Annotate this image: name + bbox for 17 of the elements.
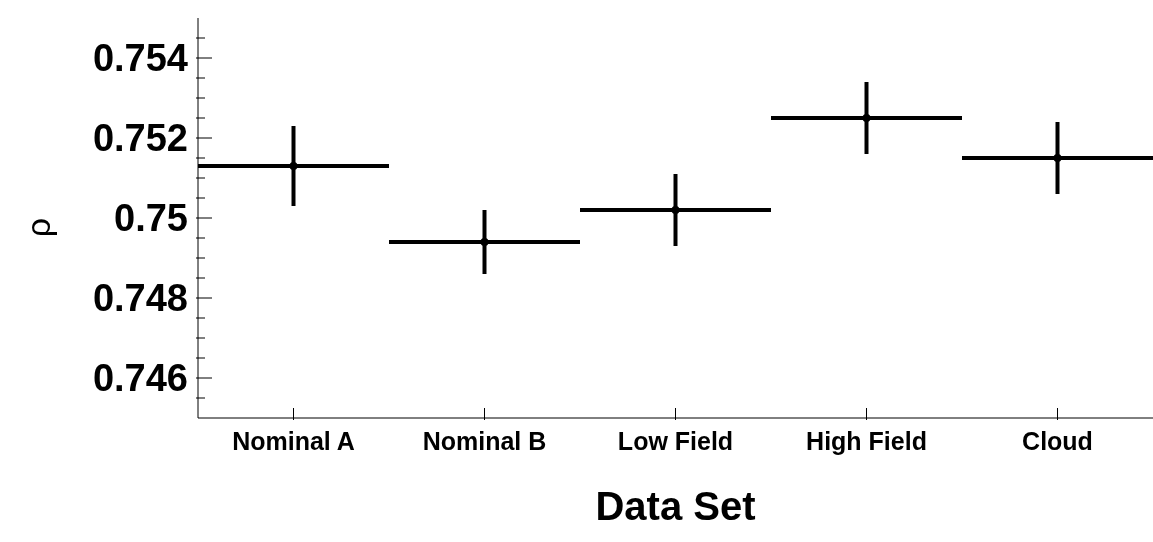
- point: [862, 114, 871, 122]
- x-tick-label: Nominal A: [232, 427, 355, 455]
- x-tick-label: Cloud: [1022, 427, 1093, 455]
- x-tick-label: High Field: [806, 427, 927, 455]
- point: [289, 162, 298, 170]
- y-tick-label: 0.748: [92, 277, 188, 320]
- y-tick-label: 0.752: [92, 117, 188, 160]
- x-axis-title: Data Set: [595, 484, 756, 528]
- y-tick-label: 0.746: [92, 357, 188, 400]
- point: [671, 206, 680, 214]
- y-axis-title: ρ: [19, 218, 58, 238]
- x-tick-label: Nominal B: [422, 427, 547, 455]
- y-tick-label: 0.754: [92, 37, 188, 80]
- x-tick-label: Low Field: [617, 427, 734, 455]
- point: [480, 238, 489, 246]
- point: [1053, 154, 1062, 162]
- y-tick-label: 0.75: [114, 197, 188, 240]
